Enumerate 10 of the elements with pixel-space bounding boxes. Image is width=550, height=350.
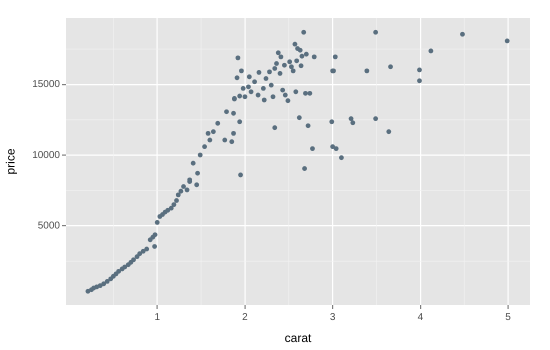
y-tick-label: 15000 [32,79,60,90]
x-tick-label: 5 [505,312,512,323]
x-tick-label: 4 [418,312,424,323]
x-tick-label: 3 [330,312,336,323]
y-tick-label: 5000 [38,220,60,232]
y-axis-title: price [4,148,18,175]
x-tick-label: 1 [154,312,160,323]
x-tick-label: 2 [242,312,248,323]
x-axis-title: carat [284,331,312,346]
y-tick-label: 10000 [32,150,60,161]
